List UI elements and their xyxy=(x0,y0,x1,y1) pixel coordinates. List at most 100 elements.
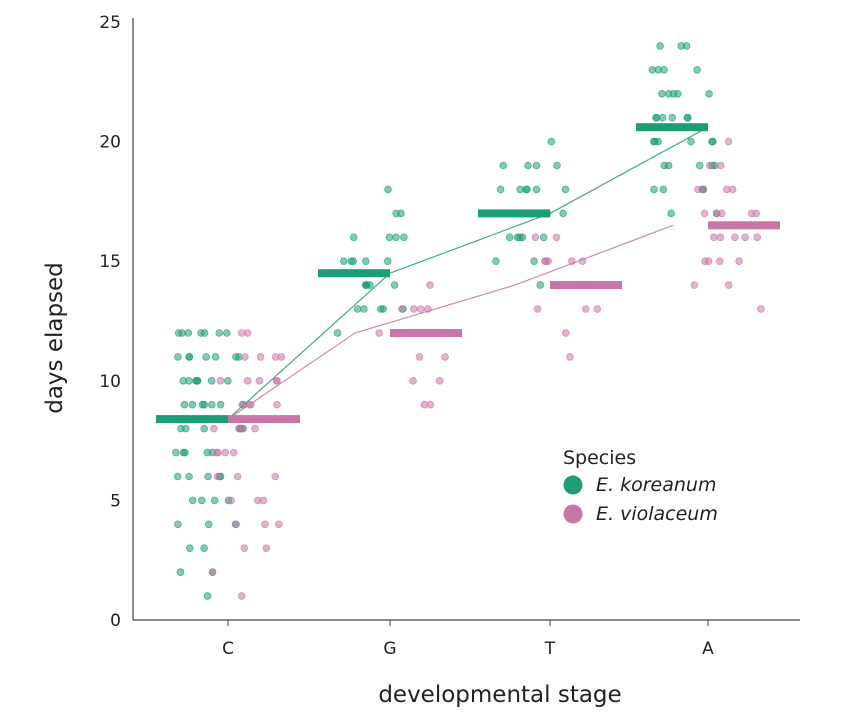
x-tick-label: C xyxy=(222,639,234,659)
y-tick-label: 0 xyxy=(110,611,121,631)
data-point xyxy=(173,472,182,481)
data-point xyxy=(208,568,217,576)
y-tick-label: 5 xyxy=(110,491,121,511)
data-point xyxy=(753,233,761,242)
x-tick-label: A xyxy=(702,639,714,659)
data-point xyxy=(682,42,691,50)
data-point xyxy=(200,544,208,552)
data-point xyxy=(699,185,708,194)
legend-title: Species xyxy=(563,447,636,469)
data-point xyxy=(347,257,356,266)
legend: Species E. koreanum E. violaceum xyxy=(563,447,718,525)
data-point xyxy=(253,496,262,505)
data-point xyxy=(180,400,189,409)
data-point xyxy=(240,544,249,552)
data-point xyxy=(243,376,252,385)
data-point xyxy=(246,400,254,409)
legend-label-violaceum: E. violaceum xyxy=(596,503,718,525)
data-point xyxy=(667,209,675,218)
axes xyxy=(132,18,800,621)
data-point xyxy=(224,376,232,385)
data-point xyxy=(375,329,384,337)
data-point xyxy=(559,209,567,218)
data-point xyxy=(426,281,434,289)
data-point xyxy=(211,353,220,361)
data-point xyxy=(581,305,590,313)
data-point xyxy=(524,161,532,170)
data-point xyxy=(273,376,281,385)
data-point xyxy=(238,400,247,409)
y-tick-label: 25 xyxy=(99,13,121,33)
mean-bar xyxy=(156,415,228,424)
data-point xyxy=(198,496,206,505)
data-point xyxy=(390,281,399,289)
trend-lines xyxy=(227,126,709,420)
data-point xyxy=(731,233,739,242)
data-point xyxy=(188,400,197,409)
data-point xyxy=(567,257,576,266)
data-point xyxy=(409,305,418,313)
data-point xyxy=(687,137,695,146)
data-point xyxy=(518,233,527,242)
data-point xyxy=(704,257,713,266)
mean-bar xyxy=(478,209,550,218)
data-point xyxy=(566,353,574,361)
data-point xyxy=(523,185,531,194)
data-point xyxy=(210,424,218,433)
data-point xyxy=(273,400,281,409)
data-point xyxy=(724,137,733,146)
data-point xyxy=(202,353,210,361)
data-point xyxy=(179,376,188,385)
data-point xyxy=(243,329,252,337)
legend-swatch-violaceum xyxy=(563,504,583,524)
data-point xyxy=(705,90,713,98)
data-point xyxy=(398,305,406,313)
data-point xyxy=(539,233,548,242)
data-point xyxy=(409,376,417,385)
data-point xyxy=(227,496,235,505)
data-point xyxy=(376,305,385,313)
data-point xyxy=(492,257,500,266)
data-point xyxy=(204,520,213,529)
data-point xyxy=(683,113,692,122)
data-point xyxy=(757,305,765,313)
x-axis-title: developmental stage xyxy=(378,682,621,708)
data-point xyxy=(499,161,508,170)
data-point xyxy=(547,137,556,146)
data-point xyxy=(271,472,280,481)
data-point xyxy=(232,520,240,529)
data-point xyxy=(724,281,733,289)
data-point xyxy=(441,353,449,361)
data-point xyxy=(435,376,444,385)
data-point xyxy=(669,90,678,98)
data-point xyxy=(716,161,725,170)
data-point xyxy=(256,353,265,361)
trend-line xyxy=(227,126,709,420)
data-point xyxy=(188,496,197,505)
data-point xyxy=(203,592,212,600)
data-point xyxy=(717,209,726,218)
data-point xyxy=(362,281,371,289)
data-point xyxy=(232,353,240,361)
data-point xyxy=(360,305,368,313)
legend-swatch-koreanum xyxy=(563,475,583,495)
data-point xyxy=(349,233,358,242)
data-point xyxy=(416,305,425,313)
data-point xyxy=(690,281,699,289)
mean-bar xyxy=(636,123,708,132)
data-point xyxy=(182,424,190,433)
data-point xyxy=(184,329,193,337)
data-point xyxy=(213,472,222,481)
data-point xyxy=(536,281,545,289)
data-point xyxy=(223,329,231,337)
data-point xyxy=(578,257,587,266)
data-point xyxy=(709,137,717,146)
data-point xyxy=(186,544,194,552)
data-point xyxy=(716,233,725,242)
x-tick-label: T xyxy=(544,639,556,659)
y-tick-label: 20 xyxy=(99,133,121,153)
data-point xyxy=(658,90,666,98)
data-point xyxy=(652,113,661,122)
data-point xyxy=(385,233,394,242)
data-point xyxy=(204,472,212,481)
